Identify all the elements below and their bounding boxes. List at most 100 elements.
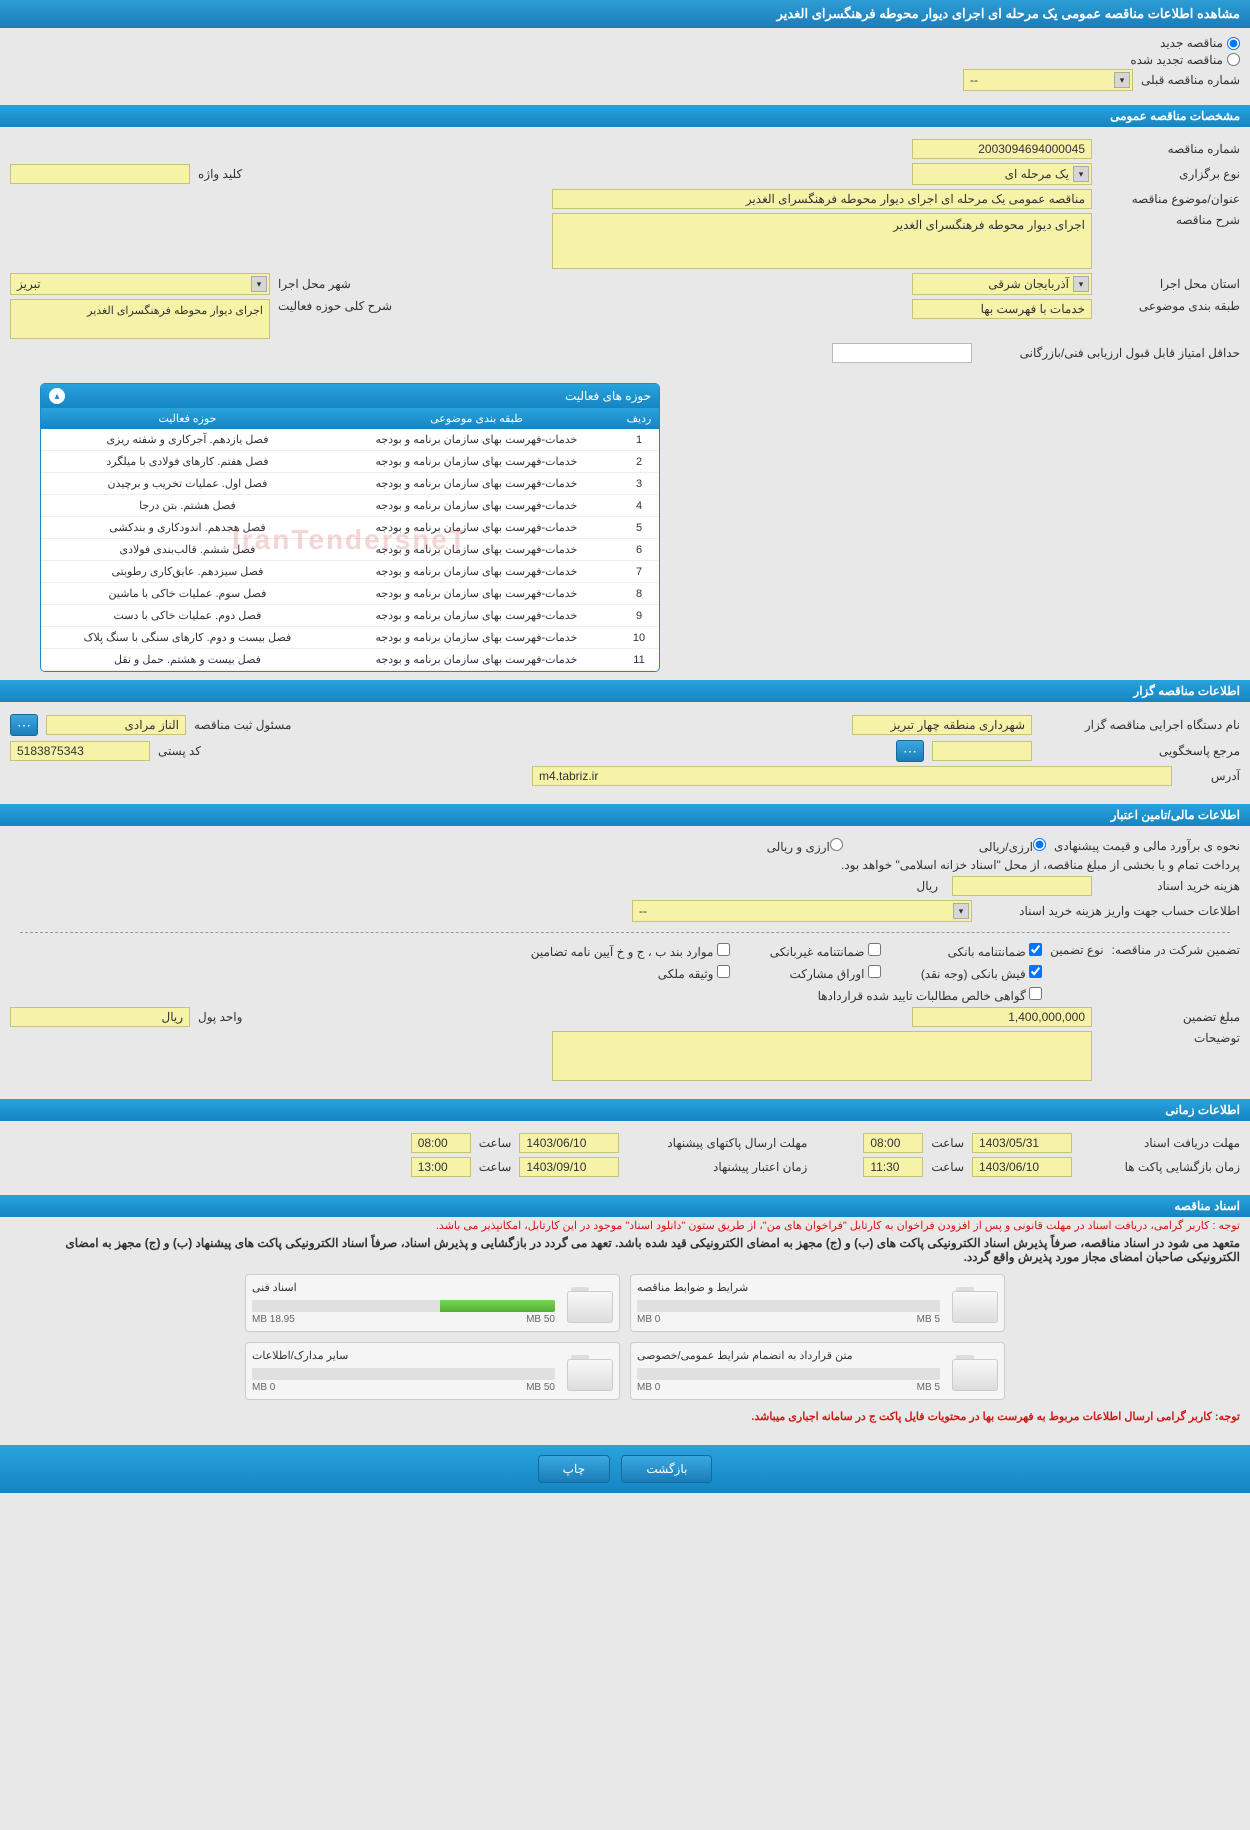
progress-bar bbox=[252, 1300, 555, 1312]
title-field: مناقصه عمومی یک مرحله ای اجرای دیوار محو… bbox=[552, 189, 1092, 209]
table-row: 3خدمات-فهرست بهای سازمان برنامه و بودجهف… bbox=[41, 473, 659, 495]
notes-label: توضیحات bbox=[1100, 1031, 1240, 1045]
radio-renewed-input[interactable] bbox=[1227, 53, 1240, 66]
chk-bank[interactable]: ضمانتنامه بانکی bbox=[921, 943, 1042, 959]
receive-date: 1403/05/31 bbox=[972, 1133, 1072, 1153]
org-name-label: نام دستگاه اجرایی مناقصه گزار bbox=[1040, 718, 1240, 732]
table-row: 2خدمات-فهرست بهای سازمان برنامه و بودجهف… bbox=[41, 451, 659, 473]
postal-field: 5183875343 bbox=[10, 741, 150, 761]
activities-panel: حوزه های فعالیت ▴ ردیف طبقه بندی موضوعی … bbox=[40, 383, 660, 672]
amount-unit-field: ریال bbox=[10, 1007, 190, 1027]
province-label: استان محل اجرا bbox=[1100, 277, 1240, 291]
category-label: طبقه بندی موضوعی bbox=[1100, 299, 1240, 313]
province-select[interactable]: ▾ آذربایجان شرقی bbox=[912, 273, 1092, 295]
chevron-down-icon: ▾ bbox=[953, 903, 969, 919]
open-time: 11:30 bbox=[863, 1157, 923, 1177]
activities-title: حوزه های فعالیت bbox=[565, 389, 651, 403]
desc-label: شرح مناقصه bbox=[1100, 213, 1240, 227]
doc-max: 5 MB bbox=[917, 1382, 940, 1393]
account-label: اطلاعات حساب جهت واریز هزینه خرید اسناد bbox=[980, 904, 1240, 918]
radio-new[interactable]: مناقصه جدید bbox=[1160, 36, 1240, 50]
hour-label-4: ساعت bbox=[479, 1160, 512, 1174]
chk-items[interactable]: موارد بند ب ، ج و خ آیین نامه تضامین bbox=[531, 943, 730, 959]
category-field: خدمات با فهرست بها bbox=[912, 299, 1092, 319]
tender-number-label: شماره مناقصه bbox=[1100, 142, 1240, 156]
scope-field: اجرای دیوار محوطه فرهنگسرای الغدیر bbox=[10, 299, 270, 339]
chevron-down-icon: ▾ bbox=[1073, 166, 1089, 182]
radio-renewed[interactable]: مناقصه تجدید شده bbox=[1130, 53, 1240, 67]
hour-label-1: ساعت bbox=[931, 1136, 964, 1150]
notice-3: توجه: کاربر گرامی ارسال اطلاعات مربوط به… bbox=[0, 1408, 1250, 1425]
keyword-field[interactable] bbox=[10, 164, 190, 184]
doc-used: 0 MB bbox=[637, 1382, 660, 1393]
collapse-icon[interactable]: ▴ bbox=[49, 388, 65, 404]
doc-used: 0 MB bbox=[252, 1382, 275, 1393]
chk-stock[interactable]: اوراق مشارکت bbox=[770, 965, 881, 981]
org-name-field: شهرداری منطقه چهار تبریز bbox=[852, 715, 1032, 735]
section-documents-header: اسناد مناقصه bbox=[0, 1195, 1250, 1217]
validity-time: 13:00 bbox=[411, 1157, 471, 1177]
account-select[interactable]: ▾ -- bbox=[632, 900, 972, 922]
document-card[interactable]: متن قرارداد به انضمام شرایط عمومی/خصوصی … bbox=[630, 1342, 1005, 1400]
doc-title: شرایط و ضوابط مناقصه bbox=[637, 1281, 940, 1294]
unit-rial: ریال bbox=[910, 877, 944, 895]
open-label: زمان بازگشایی پاکت ها bbox=[1080, 1160, 1240, 1174]
min-score-label: حداقل امتیاز قابل قبول ارزیابی فنی/بازرگ… bbox=[980, 346, 1240, 360]
progress-bar bbox=[637, 1300, 940, 1312]
col-scope: حوزه فعالیت bbox=[41, 408, 334, 429]
address-label: آدرس bbox=[1180, 769, 1240, 783]
desc-field: اجرای دیوار محوطه فرهنگسرای الغدیر bbox=[552, 213, 1092, 269]
table-row: 1خدمات-فهرست بهای سازمان برنامه و بودجهف… bbox=[41, 429, 659, 451]
document-card[interactable]: سایر مدارک/اطلاعات 50 MB0 MB bbox=[245, 1342, 620, 1400]
reg-officer-label: مسئول ثبت مناقصه bbox=[194, 718, 291, 732]
min-score-field[interactable] bbox=[832, 343, 972, 363]
notes-field[interactable] bbox=[552, 1031, 1092, 1081]
chk-nonbank[interactable]: ضمانتنامه غیربانکی bbox=[770, 943, 881, 959]
hour-label-2: ساعت bbox=[479, 1136, 512, 1150]
doc-cost-field[interactable] bbox=[952, 876, 1092, 896]
city-select[interactable]: ▾ تبریز bbox=[10, 273, 270, 295]
amount-field: 1,400,000,000 bbox=[912, 1007, 1092, 1027]
footer-bar: بازگشت چاپ bbox=[0, 1445, 1250, 1493]
document-card[interactable]: اسناد فنی 50 MB18.95 MB bbox=[245, 1274, 620, 1332]
chk-property[interactable]: وثیقه ملکی bbox=[531, 965, 730, 981]
separator bbox=[20, 932, 1230, 933]
guarantee-label: تضمین شرکت در مناقصه: bbox=[1112, 943, 1240, 957]
folder-icon bbox=[565, 1351, 613, 1391]
validity-label: زمان اعتبار پیشنهاد bbox=[627, 1160, 807, 1174]
table-row: 9خدمات-فهرست بهای سازمان برنامه و بودجهف… bbox=[41, 605, 659, 627]
section-timing-header: اطلاعات زمانی bbox=[0, 1099, 1250, 1121]
section-financial-header: اطلاعات مالی/تامین اعتبار bbox=[0, 804, 1250, 826]
scope-label: شرح کلی حوزه فعالیت bbox=[278, 299, 392, 313]
doc-used: 0 MB bbox=[637, 1314, 660, 1325]
type-select[interactable]: ▾ یک مرحله ای bbox=[912, 163, 1092, 185]
chk-cash[interactable]: فیش بانکی (وجه نقد) bbox=[921, 965, 1042, 981]
city-label: شهر محل اجرا bbox=[278, 277, 351, 291]
guarantee-type-label: نوع تضمین bbox=[1050, 943, 1103, 957]
more-button[interactable]: ⋯ bbox=[896, 740, 924, 762]
activities-table: ردیف طبقه بندی موضوعی حوزه فعالیت 1خدمات… bbox=[41, 408, 659, 671]
send-date: 1403/06/10 bbox=[519, 1133, 619, 1153]
back-button[interactable]: بازگشت bbox=[621, 1455, 712, 1483]
doc-used: 18.95 MB bbox=[252, 1314, 295, 1325]
table-row: 7خدمات-فهرست بهای سازمان برنامه و بودجهف… bbox=[41, 561, 659, 583]
table-row: 11خدمات-فهرست بهای سازمان برنامه و بودجه… bbox=[41, 649, 659, 671]
tender-mode-row: مناقصه جدید مناقصه تجدید شده شماره مناقص… bbox=[0, 28, 1250, 99]
document-card[interactable]: شرایط و ضوابط مناقصه 5 MB0 MB bbox=[630, 1274, 1005, 1332]
print-button[interactable]: چاپ bbox=[538, 1455, 610, 1483]
radio-currency[interactable]: ارزی/ریالی bbox=[979, 838, 1046, 854]
radio-currency2[interactable]: ارزی و ریالی bbox=[767, 838, 843, 854]
title-label: عنوان/موضوع مناقصه bbox=[1100, 192, 1240, 206]
estimate-label: نحوه ی برآورد مالی و قیمت پیشنهادی bbox=[1054, 839, 1240, 853]
responder-field[interactable] bbox=[932, 741, 1032, 761]
doc-max: 50 MB bbox=[526, 1314, 555, 1325]
type-label: نوع برگزاری bbox=[1100, 167, 1240, 181]
notice-1: توجه : کاربر گرامی، دریافت اسناد در مهلت… bbox=[0, 1217, 1250, 1234]
more-button[interactable]: ⋯ bbox=[10, 714, 38, 736]
chevron-down-icon: ▾ bbox=[251, 276, 267, 292]
prev-number-select[interactable]: ▾ -- bbox=[963, 69, 1133, 91]
progress-bar bbox=[637, 1368, 940, 1380]
col-idx: ردیف bbox=[619, 408, 659, 429]
radio-new-input[interactable] bbox=[1227, 37, 1240, 50]
chk-cert[interactable]: گواهی خالص مطالبات تایید شده قراردادها bbox=[531, 987, 1042, 1003]
